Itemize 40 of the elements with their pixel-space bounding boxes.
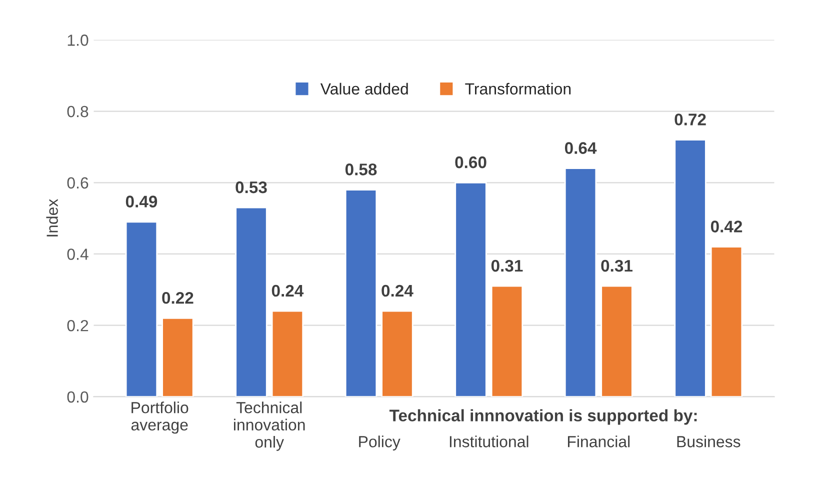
y-tick-label: 0.0 bbox=[67, 391, 88, 403]
bar bbox=[490, 285, 524, 397]
y-tick-label: 0.6 bbox=[67, 177, 88, 189]
data-label: 0.49 bbox=[126, 196, 158, 208]
data-label: 0.72 bbox=[674, 114, 706, 126]
text: Technical innnovation is supported by: bbox=[389, 409, 697, 425]
bar bbox=[564, 168, 597, 397]
data-label: 0.60 bbox=[455, 156, 486, 168]
bar bbox=[454, 182, 487, 397]
data-label: 0.31 bbox=[601, 260, 632, 272]
x-tick-label: Technical innovation only bbox=[234, 402, 305, 451]
data-label: 0.42 bbox=[710, 220, 742, 232]
data-label: 0.31 bbox=[491, 260, 523, 272]
bar bbox=[674, 139, 706, 397]
x-tick-label: Policy bbox=[359, 436, 400, 450]
bar bbox=[381, 310, 414, 397]
data-label: 0.24 bbox=[382, 284, 414, 297]
data-label: 0.53 bbox=[236, 181, 267, 194]
y-tick-label: 0.2 bbox=[67, 320, 88, 332]
bar bbox=[600, 285, 633, 397]
y-axis-title: Index bbox=[46, 198, 58, 236]
data-label: 0.58 bbox=[345, 164, 377, 176]
y-tick-label: 0.4 bbox=[67, 248, 88, 260]
bar bbox=[271, 310, 304, 397]
data-label: 0.22 bbox=[162, 292, 194, 304]
legend-label: Transformation bbox=[465, 82, 571, 95]
x-tick-label: Portfolio average bbox=[131, 402, 188, 434]
x-tick-label: Financial bbox=[568, 436, 630, 448]
y-tick-label: 0.8 bbox=[67, 106, 88, 118]
bar bbox=[235, 206, 268, 397]
data-label: 0.24 bbox=[272, 284, 304, 297]
x-tick-label: Institutional bbox=[450, 436, 528, 448]
bar bbox=[710, 246, 743, 397]
data-label: 0.64 bbox=[564, 142, 597, 154]
bar bbox=[344, 189, 378, 397]
y-tick-label: 1.0 bbox=[68, 34, 88, 46]
legend-label: Value added bbox=[320, 82, 408, 95]
bar bbox=[125, 221, 158, 397]
x-tick-label: Business bbox=[677, 436, 740, 448]
bar bbox=[162, 318, 194, 397]
